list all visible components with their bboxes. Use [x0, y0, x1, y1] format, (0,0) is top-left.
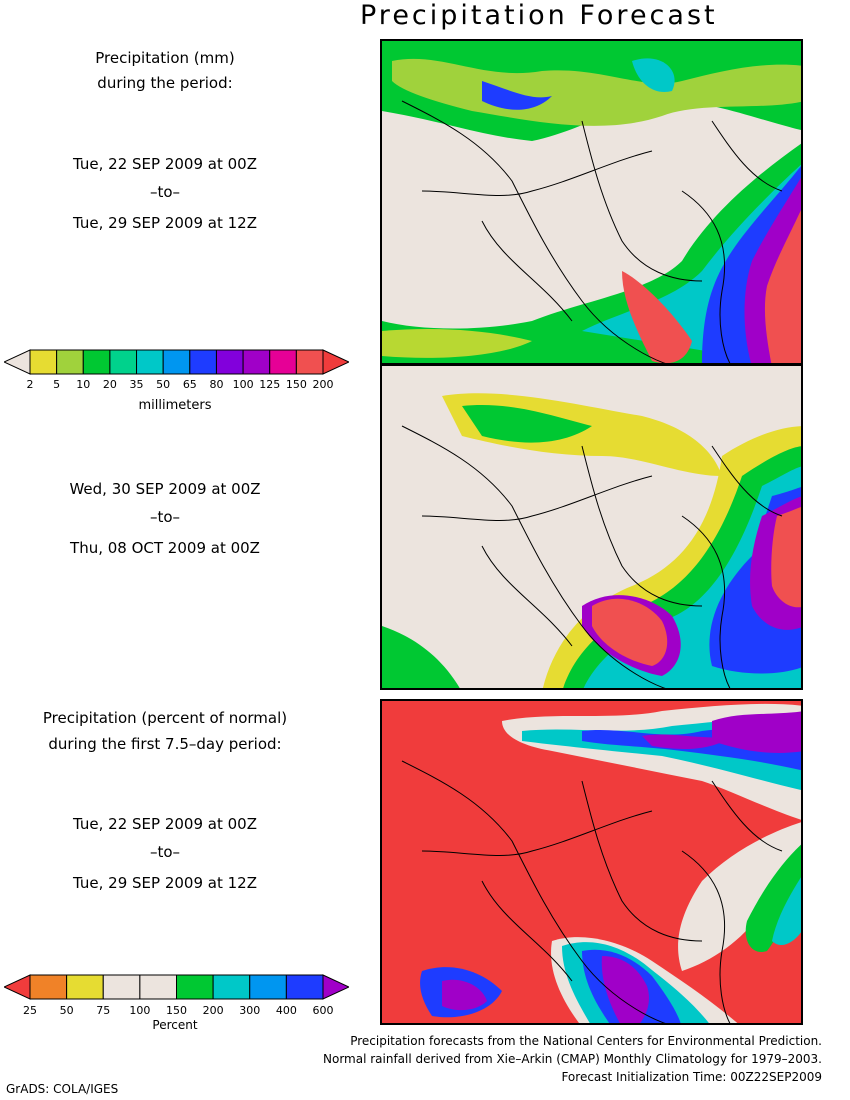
colorbar-mm-swatch — [162, 349, 191, 375]
footer-notes: Precipitation forecasts from the Nationa… — [323, 1032, 822, 1086]
colorbar-mm-swatch — [242, 349, 271, 375]
colorbar-mm-tick-label: 5 — [53, 378, 61, 391]
footer-line-3: Forecast Initialization Time: 00Z22SEP20… — [561, 1070, 822, 1084]
map-panel-3 — [380, 699, 803, 1025]
colorbar-percent-tick-label: 50 — [59, 1004, 74, 1017]
colorbar-percent-tick-label: 200 — [202, 1004, 224, 1017]
colorbar-percent-tick-label: 25 — [23, 1004, 37, 1017]
figure-title: Precipitation Forecast — [360, 0, 718, 31]
footer-line-1: Precipitation forecasts from the Nationa… — [350, 1034, 822, 1048]
colorbar-percent-labels: 25 50 75 100 150 200 300 400 600 — [4, 1004, 349, 1018]
colorbar-mm-swatch — [109, 349, 138, 375]
colorbar-percent-swatch — [29, 974, 68, 1000]
colorbar-mm-tick-label: 35 — [129, 378, 144, 391]
map-panel-1 — [380, 39, 803, 365]
colorbar-mm-swatch — [189, 349, 217, 375]
colorbar-percent-tick-label: 300 — [239, 1004, 261, 1017]
colorbar-mm-labels: 2 5 10 20 35 50 65 80 100 125 150 200 — [4, 378, 349, 392]
panel2-end-date: Thu, 08 OCT 2009 at 00Z — [70, 539, 260, 557]
colorbar-mm-tick-label: 100 — [232, 378, 254, 391]
colorbar-percent-arrow-high — [322, 974, 351, 1000]
panel1-end-date: Tue, 29 SEP 2009 at 12Z — [73, 214, 257, 232]
colorbar-mm-swatch — [215, 349, 244, 375]
colorbar-mm-swatch — [29, 349, 58, 375]
colorbar-percent-swatch — [66, 974, 104, 1000]
colorbar-mm-tick-label: 125 — [259, 378, 281, 391]
colorbar-mm-tick-label: 50 — [156, 378, 171, 391]
colorbar-mm-tick-label: 200 — [312, 378, 334, 391]
colorbar-mm-swatch — [295, 349, 324, 375]
panel1-heading-line2: during the period: — [97, 74, 233, 92]
grads-credit: GrADS: COLA/IGES — [6, 1082, 119, 1096]
panel1-to: –to– — [149, 183, 181, 201]
colorbar-percent-swatch — [249, 974, 287, 1000]
colorbar-mm-swatch — [82, 349, 111, 375]
colorbar-mm-unit: millimeters — [138, 398, 212, 413]
panel3-to: –to– — [149, 843, 181, 861]
colorbar-percent-swatch — [139, 974, 177, 1000]
map-panel-2 — [380, 364, 803, 690]
colorbar-percent-swatch — [285, 974, 324, 1000]
colorbar-percent-tick-label: 600 — [312, 1004, 334, 1017]
colorbar-mm-tick-label: 150 — [285, 378, 307, 391]
colorbar-mm-swatches — [2, 349, 351, 375]
panel3-end-date: Tue, 29 SEP 2009 at 12Z — [73, 874, 257, 892]
panel2-to: –to– — [149, 508, 181, 526]
panel2-start-date: Wed, 30 SEP 2009 at 00Z — [69, 480, 261, 498]
colorbar-percent-tick-label: 150 — [166, 1004, 187, 1017]
colorbar-mm-arrow-low — [2, 349, 31, 375]
colorbar-mm-swatch — [56, 349, 84, 375]
colorbar-percent — [2, 974, 351, 1004]
panel3-start-date: Tue, 22 SEP 2009 at 00Z — [73, 815, 257, 833]
colorbar-percent-tick-label: 75 — [96, 1004, 111, 1017]
colorbar-percent-swatch — [176, 974, 214, 1000]
colorbar-mm-tick-label: 65 — [182, 378, 197, 391]
colorbar-percent-swatch — [212, 974, 251, 1000]
colorbar-percent-swatch — [102, 974, 141, 1000]
panel3-heading-line2: during the first 7.5–day period: — [48, 735, 282, 753]
panel1-start-date: Tue, 22 SEP 2009 at 00Z — [73, 155, 257, 173]
footer-line-2: Normal rainfall derived from Xie–Arkin (… — [323, 1052, 822, 1066]
colorbar-percent-tick-label: 400 — [275, 1004, 297, 1017]
colorbar-percent-unit: Percent — [152, 1018, 198, 1032]
colorbar-mm-tick-label: 10 — [76, 378, 91, 391]
colorbar-mm — [2, 349, 351, 379]
colorbar-mm-swatch — [269, 349, 297, 375]
colorbar-mm-swatch — [136, 349, 164, 375]
colorbar-mm-arrow-high — [322, 349, 351, 375]
panel1-heading-line1: Precipitation (mm) — [95, 49, 235, 67]
colorbar-percent-swatches — [2, 974, 351, 1000]
colorbar-mm-tick-label: 2 — [26, 378, 34, 391]
colorbar-mm-tick-label: 80 — [209, 378, 224, 391]
colorbar-percent-arrow-low — [2, 974, 31, 1000]
colorbar-percent-tick-label: 100 — [129, 1004, 151, 1017]
panel3-heading-line1: Precipitation (percent of normal) — [42, 709, 288, 727]
colorbar-mm-tick-label: 20 — [102, 378, 117, 391]
